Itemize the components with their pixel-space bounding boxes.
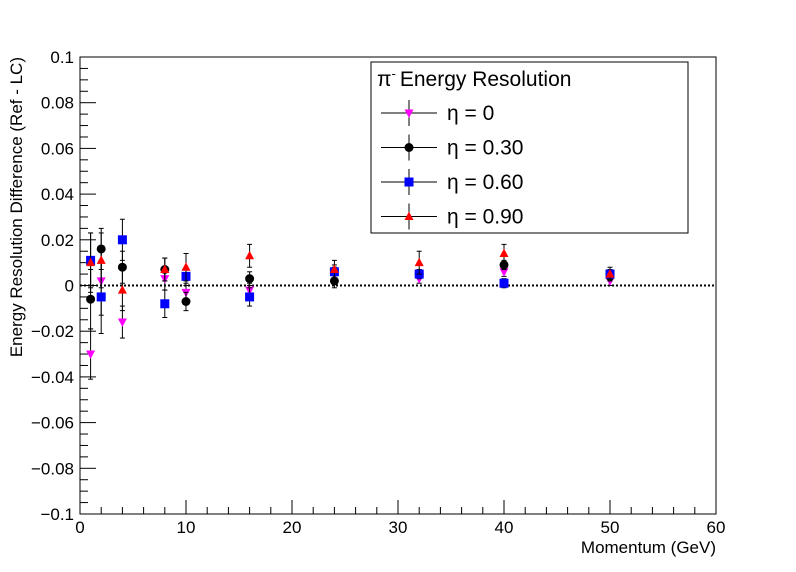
data-point [245, 292, 255, 302]
data-point [499, 248, 509, 258]
legend-title-superscript: - [392, 66, 396, 81]
y-tick-label: 0 [65, 277, 74, 296]
y-tick-label: −0.04 [31, 368, 74, 387]
legend-entry: η = 0 [381, 100, 494, 126]
data-point [86, 350, 96, 360]
series-3 [86, 232, 615, 312]
legend: π- Energy Resolution η = 0 η = 0.30 η = 0.6… [370, 61, 689, 234]
y-tick-label: 0.02 [41, 231, 74, 250]
data-point [499, 278, 509, 288]
y-tick-label: −0.08 [31, 459, 74, 478]
data-point [96, 292, 106, 302]
data-point [117, 318, 127, 328]
legend-label: η = 0.60 [447, 171, 523, 194]
x-tick-label: 0 [75, 518, 84, 537]
legend-label: η = 0.30 [447, 137, 523, 160]
y-tick-label: 0.06 [41, 139, 74, 158]
data-point [160, 264, 170, 274]
data-point [245, 274, 255, 284]
data-point [329, 264, 339, 274]
y-tick-label: 0.04 [41, 185, 74, 204]
data-point [117, 285, 127, 294]
data-point [86, 257, 96, 267]
data-point [414, 257, 424, 267]
legend-marker [404, 109, 414, 118]
x-tick-label: 50 [601, 518, 620, 537]
legend-entry: η = 0.90 [381, 203, 523, 230]
legend-title: π- Energy Resolution [377, 66, 571, 91]
x-axis-label: Momentum (GeV) [581, 538, 716, 557]
data-point [245, 250, 255, 260]
legend-marker [404, 177, 414, 187]
y-tick-label: −0.02 [31, 322, 74, 341]
data-point [117, 235, 127, 245]
plot-frame [79, 56, 717, 515]
axis-tick-labels: 0 10 20 30 40 50 60 −0.1 −0.08 −0.06 −0.04 −0.02 0 0.… [31, 48, 725, 537]
data-point [181, 262, 191, 271]
legend-label: η = 0.90 [447, 206, 523, 229]
data-point [86, 294, 96, 304]
legend-label: η = 0 [447, 102, 494, 125]
x-tick-label: 60 [707, 518, 726, 537]
legend-marker [404, 143, 414, 152]
y-tick-label: 0.1 [50, 48, 74, 67]
data-point [181, 296, 191, 306]
x-tick-label: 40 [495, 518, 514, 537]
legend-entries: η = 0 η = 0.30 η = 0.60 η = 0.90 [381, 100, 523, 230]
data-points [86, 218, 615, 380]
legend-entry: η = 0.60 [381, 169, 523, 195]
x-tick-label: 30 [389, 518, 408, 537]
x-tick-label: 20 [283, 518, 302, 537]
legend-marker [404, 211, 414, 220]
data-point [160, 299, 170, 309]
legend-title-symbol: π [377, 68, 392, 91]
data-point [499, 268, 509, 277]
y-axis-label: Energy Resolution Difference (Ref - LC) [7, 57, 26, 357]
data-point [605, 269, 615, 278]
legend-entry: η = 0.30 [381, 134, 523, 161]
legend-title-text: Energy Resolution [400, 68, 572, 91]
x-tick-label: 10 [177, 518, 196, 537]
data-point [96, 255, 106, 264]
y-tick-label: −0.06 [31, 414, 74, 433]
y-tick-label: 0.08 [41, 94, 74, 113]
y-tick-label: −0.1 [40, 505, 74, 524]
